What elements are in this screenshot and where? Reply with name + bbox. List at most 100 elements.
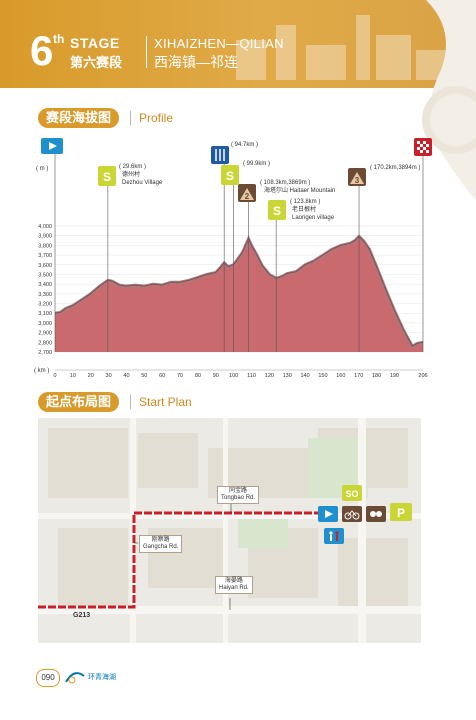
- svg-text:2: 2: [245, 192, 250, 201]
- x-tick-label: 50: [141, 373, 147, 379]
- x-tick-label: 30: [106, 373, 112, 379]
- profile-title-en: Profile: [139, 111, 174, 125]
- feed-zone-km: ( 94.7km ): [231, 142, 259, 148]
- team-area-icon: [366, 506, 386, 522]
- svg-text:S: S: [226, 169, 234, 183]
- kom-2-km: ( 108.3km,3869m ): [260, 180, 311, 186]
- x-tick-label: 40: [123, 373, 129, 379]
- x-tick-label: 90: [213, 373, 219, 379]
- sprint-3-name-en: Laorigen village: [292, 215, 335, 221]
- x-tick-label: 120: [265, 373, 274, 379]
- y-tick-label: 3,600: [38, 263, 52, 269]
- x-tick-label: 206: [418, 373, 427, 379]
- y-unit-label: ( m ): [36, 166, 49, 172]
- start-flag-icon: [41, 138, 63, 154]
- sprint-3-icon: S: [268, 200, 286, 220]
- road-haiyan: 海晏路 Haiyan Rd.: [215, 576, 253, 594]
- toilet-icon: [324, 528, 344, 544]
- svg-text:S: S: [103, 170, 111, 184]
- road-gangcha-en: Gangcha Rd.: [143, 544, 179, 550]
- start-line-icon: [318, 506, 338, 522]
- sprint-1-name-cn: 德州村: [122, 172, 141, 178]
- x-tick-label: 60: [159, 373, 165, 379]
- sign-on-icon: SO: [342, 485, 362, 501]
- kom-2-icon: 2: [238, 184, 256, 202]
- y-tick-label: 2,900: [38, 331, 52, 337]
- road-gangcha-cn: 刚察路: [151, 537, 170, 543]
- x-unit-label: ( km ): [34, 368, 50, 374]
- parking-icon: P: [390, 503, 412, 521]
- page-number: 090: [36, 669, 60, 687]
- route-cn: 西海镇—祁连: [154, 54, 238, 70]
- bike-icon: [342, 506, 362, 522]
- x-tick-label: 190: [390, 373, 399, 379]
- x-tick-label: 110: [247, 373, 256, 379]
- plan-title-cn: 起点布局图: [38, 392, 120, 412]
- x-tick-label: 160: [336, 373, 345, 379]
- map-base: [38, 418, 421, 643]
- sprint-1-km: ( 29.6km ): [119, 164, 147, 170]
- x-tick-label: 130: [283, 373, 292, 379]
- x-tick-label: 80: [195, 373, 201, 379]
- y-tick-label: 2,800: [38, 340, 52, 346]
- plan-title-divider: [130, 395, 131, 409]
- y-tick-label: 3,400: [38, 282, 52, 288]
- race-logo-text: 环青海湖: [88, 674, 116, 681]
- start-plan-map: [38, 418, 421, 643]
- sprint-3-name-cn: 老日根村: [292, 207, 317, 213]
- stage-label: STAGE: [70, 35, 120, 51]
- road-haiyan-en: Haiyan Rd.: [219, 585, 249, 591]
- stage-label-cn: 第六赛段: [70, 55, 123, 70]
- y-tick-label: 3,900: [38, 234, 52, 240]
- elevation-area: [55, 236, 423, 352]
- race-logo-icon: [65, 672, 85, 684]
- y-tick-label: 3,700: [38, 253, 52, 259]
- feed-zone-icon: [211, 146, 229, 164]
- highway-g213-label: G213: [73, 612, 91, 619]
- x-tick-label: 10: [70, 373, 76, 379]
- x-tick-label: 100: [229, 373, 238, 379]
- road-tongbao-cn: 同宝路: [229, 488, 248, 494]
- sprint-3-km: ( 123.8km ): [290, 199, 321, 205]
- y-tick-label: 3,800: [38, 243, 52, 249]
- sprint-2-km: ( 99.9km ): [243, 161, 271, 167]
- svg-text:P: P: [397, 506, 405, 520]
- profile-title-divider: [130, 111, 131, 125]
- x-tick-label: 70: [177, 373, 183, 379]
- x-tick-label: 170: [354, 373, 363, 379]
- y-tick-label: 3,200: [38, 302, 52, 308]
- road-tongbao: 同宝路 Tongbao Rd.: [217, 486, 260, 504]
- y-tick-label: 2,700: [38, 350, 52, 356]
- route-en: XIHAIZHEN—QILIAN: [154, 36, 284, 51]
- kom-2-name: 海塔尔山 Haitaer Mountain: [264, 188, 336, 194]
- sprint-2-icon: S: [221, 165, 239, 185]
- elevation-chart: 2,700 2,800 2,900 3,000 3,100 3,200 3,300 3,400…: [38, 154, 428, 379]
- y-tick-label: 4,000: [38, 224, 52, 230]
- stage-header: 6 th STAGE 第六赛段 XIHAIZHEN—QILIAN 西海镇—祁连: [0, 0, 476, 88]
- svg-text:3: 3: [355, 176, 360, 185]
- x-tick-label: 180: [372, 373, 381, 379]
- y-tick-label: 3,000: [38, 321, 52, 327]
- y-tick-label: 3,300: [38, 292, 52, 298]
- y-tick-label: 3,100: [38, 311, 52, 317]
- header-divider: [146, 36, 147, 68]
- svg-text:SO: SO: [345, 489, 358, 499]
- x-tick-label: 150: [318, 373, 327, 379]
- road-haiyan-cn: 海晏路: [224, 578, 243, 584]
- x-tick-label: 140: [301, 373, 310, 379]
- x-tick-label: 20: [88, 373, 94, 379]
- y-tick-label: 3,500: [38, 272, 52, 278]
- kom-3-km: ( 170.2km,3894m ): [370, 165, 421, 171]
- kom-3-icon: 3: [348, 168, 366, 186]
- finish-flag-icon: [414, 138, 432, 156]
- sprint-1-icon: S: [98, 166, 116, 186]
- plan-title-en: Start Plan: [139, 395, 192, 409]
- cyclist-watermark: [422, 0, 476, 200]
- road-gangcha: 刚察路 Gangcha Rd.: [139, 535, 183, 553]
- elevation-outline: [54, 235, 424, 347]
- svg-text:S: S: [273, 204, 281, 218]
- x-tick-label: 0: [53, 373, 56, 379]
- profile-title-cn: 赛段海拔图: [38, 108, 120, 128]
- road-tongbao-en: Tongbao Rd.: [221, 495, 256, 501]
- stage-suffix: th: [53, 32, 65, 46]
